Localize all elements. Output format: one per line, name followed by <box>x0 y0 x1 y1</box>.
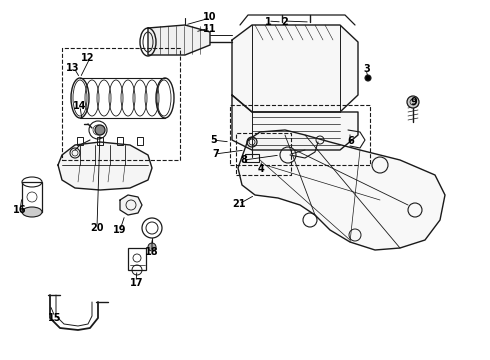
Polygon shape <box>58 142 152 190</box>
Polygon shape <box>120 195 142 215</box>
Text: 3: 3 <box>363 64 370 74</box>
Text: 9: 9 <box>411 96 417 107</box>
Bar <box>230 105 370 165</box>
Text: 13: 13 <box>66 63 79 73</box>
Text: 14: 14 <box>73 101 86 111</box>
Circle shape <box>95 125 105 135</box>
Text: 7: 7 <box>212 149 219 159</box>
Text: 6: 6 <box>347 136 354 146</box>
Ellipse shape <box>22 207 42 217</box>
Text: 10: 10 <box>203 12 217 22</box>
Text: 2: 2 <box>281 17 288 27</box>
Bar <box>22 182 42 212</box>
Bar <box>236 133 291 175</box>
Circle shape <box>148 243 156 251</box>
Text: 4: 4 <box>257 164 264 174</box>
Text: 1: 1 <box>265 17 272 27</box>
Circle shape <box>365 75 371 81</box>
Text: 21: 21 <box>232 199 246 210</box>
Polygon shape <box>148 25 210 55</box>
Polygon shape <box>232 25 358 112</box>
Text: 12: 12 <box>80 53 94 63</box>
Bar <box>97 137 103 145</box>
Bar <box>62 48 180 160</box>
Circle shape <box>407 96 419 108</box>
Text: 15: 15 <box>48 312 62 323</box>
Text: 16: 16 <box>13 204 26 215</box>
Bar <box>137 137 143 145</box>
Bar <box>245 154 259 162</box>
Bar <box>117 137 123 145</box>
Text: 20: 20 <box>90 222 104 233</box>
Text: 17: 17 <box>129 278 143 288</box>
Polygon shape <box>232 95 358 150</box>
Text: 18: 18 <box>145 247 159 257</box>
Bar <box>128 248 146 270</box>
Text: 8: 8 <box>241 155 247 165</box>
Text: 11: 11 <box>203 24 217 34</box>
Text: 19: 19 <box>113 225 127 235</box>
Text: 5: 5 <box>210 135 217 145</box>
Bar <box>77 137 83 145</box>
Polygon shape <box>238 130 445 250</box>
